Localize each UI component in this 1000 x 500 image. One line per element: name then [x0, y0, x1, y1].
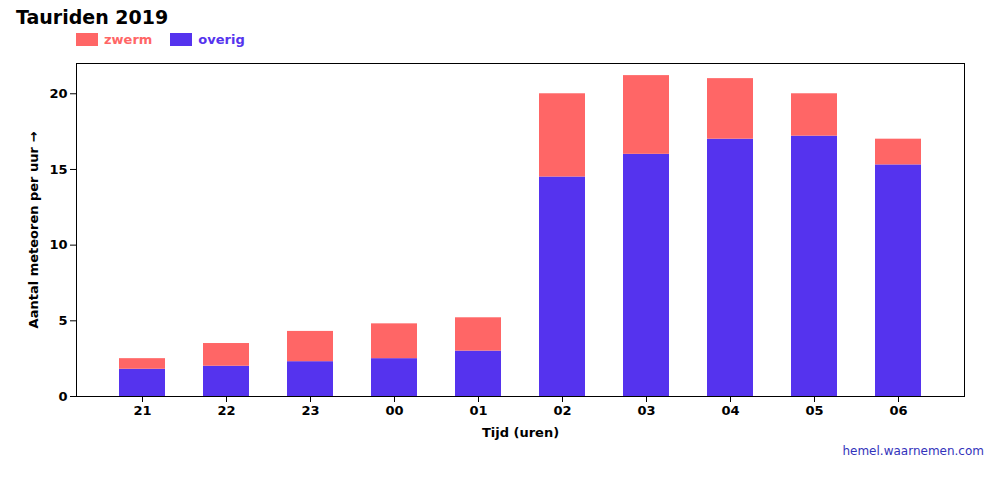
svg-text:06: 06 [889, 403, 907, 418]
svg-text:Tijd (uren): Tijd (uren) [482, 425, 559, 440]
html-text:Tauriden 2019: Tauriden 2019 [16, 6, 169, 28]
html-text:overig: overig [198, 32, 245, 47]
svg-text:10: 10 [49, 237, 67, 252]
svg-text:00: 00 [385, 403, 403, 418]
svg-text:23: 23 [301, 403, 319, 418]
svg-text:Aantal meteoren per uur →: Aantal meteoren per uur → [26, 132, 41, 329]
svg-text:0: 0 [58, 389, 67, 404]
svg-text:05: 05 [805, 403, 823, 418]
html-text:zwerm: zwerm [104, 32, 153, 47]
svg-text:03: 03 [637, 403, 655, 418]
html-text:hemel.waarnemen.com: hemel.waarnemen.com [842, 444, 984, 458]
svg-text:02: 02 [553, 403, 571, 418]
svg-text:15: 15 [49, 162, 67, 177]
svg-text:04: 04 [721, 403, 739, 418]
svg-text:5: 5 [58, 313, 67, 328]
svg-text:20: 20 [49, 86, 67, 101]
svg-text:01: 01 [469, 403, 487, 418]
svg-text:21: 21 [133, 403, 151, 418]
svg-text:22: 22 [217, 403, 235, 418]
